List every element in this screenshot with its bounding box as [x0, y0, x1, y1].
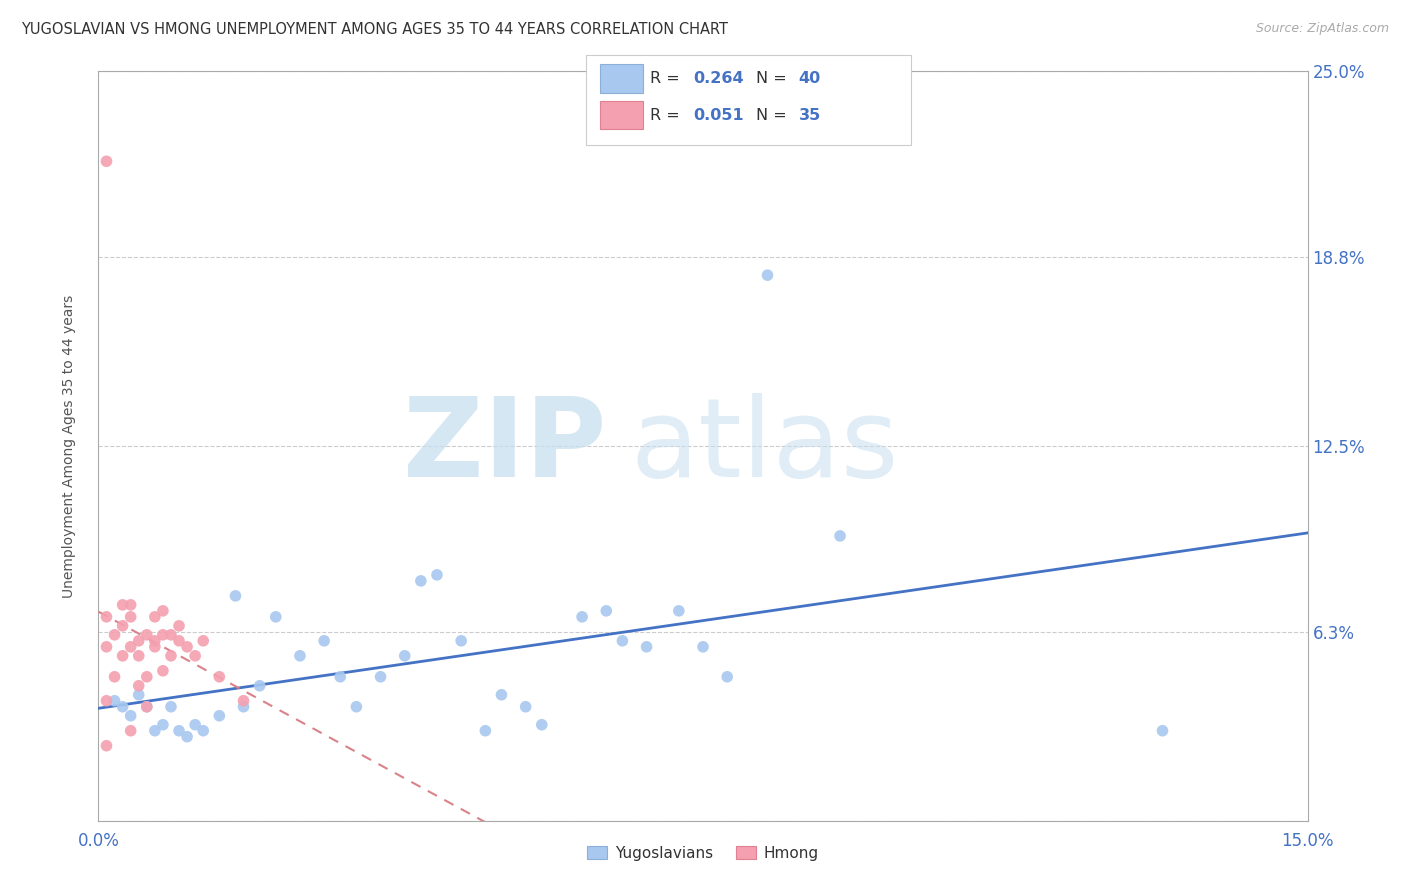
Text: 0.264: 0.264 — [693, 71, 744, 86]
Point — [152, 628, 174, 642]
Text: atlas: atlas — [630, 392, 898, 500]
Text: 35: 35 — [799, 108, 821, 122]
Point — [128, 648, 150, 663]
Point — [128, 688, 150, 702]
Point — [232, 699, 254, 714]
Point — [636, 640, 658, 654]
Point — [120, 610, 142, 624]
Point — [152, 604, 174, 618]
Point — [120, 598, 142, 612]
Text: ZIP: ZIP — [404, 392, 606, 500]
Text: R =: R = — [650, 71, 685, 86]
Point — [515, 699, 537, 714]
Point — [329, 670, 352, 684]
Point — [314, 633, 336, 648]
Point — [135, 699, 157, 714]
Point — [111, 619, 134, 633]
Point — [612, 633, 634, 648]
Point — [668, 604, 690, 618]
Point — [96, 739, 118, 753]
Text: N =: N = — [756, 71, 793, 86]
Point — [193, 723, 215, 738]
Text: 40: 40 — [799, 71, 821, 86]
Point — [184, 717, 207, 731]
Point — [450, 633, 472, 648]
Point — [409, 574, 432, 588]
Point — [828, 529, 851, 543]
Point — [160, 699, 183, 714]
Point — [143, 723, 166, 738]
Point — [135, 670, 157, 684]
Point — [344, 699, 367, 714]
Point — [96, 610, 118, 624]
Point — [193, 633, 215, 648]
Point — [143, 610, 166, 624]
Point — [288, 648, 311, 663]
Point — [1152, 723, 1174, 738]
Point — [474, 723, 496, 738]
Point — [96, 640, 118, 654]
Point — [103, 628, 125, 642]
Point — [692, 640, 714, 654]
Point — [249, 679, 271, 693]
Point — [370, 670, 392, 684]
Legend: Yugoslavians, Hmong: Yugoslavians, Hmong — [581, 839, 825, 867]
Point — [96, 694, 118, 708]
Text: YUGOSLAVIAN VS HMONG UNEMPLOYMENT AMONG AGES 35 TO 44 YEARS CORRELATION CHART: YUGOSLAVIAN VS HMONG UNEMPLOYMENT AMONG … — [21, 22, 728, 37]
Text: R =: R = — [650, 108, 685, 122]
Point — [128, 679, 150, 693]
Point — [143, 640, 166, 654]
Y-axis label: Unemployment Among Ages 35 to 44 years: Unemployment Among Ages 35 to 44 years — [62, 294, 76, 598]
Point — [167, 633, 190, 648]
Point — [135, 628, 157, 642]
Point — [530, 717, 553, 731]
Point — [152, 717, 174, 731]
Point — [176, 640, 198, 654]
Point — [120, 723, 142, 738]
Text: 0.051: 0.051 — [693, 108, 744, 122]
Point — [128, 633, 150, 648]
Point — [167, 619, 190, 633]
Point — [264, 610, 287, 624]
Point — [135, 699, 157, 714]
Point — [208, 708, 231, 723]
Point — [176, 730, 198, 744]
Point — [394, 648, 416, 663]
Point — [595, 604, 617, 618]
Point — [120, 708, 142, 723]
Point — [160, 648, 183, 663]
Point — [756, 268, 779, 282]
Point — [224, 589, 246, 603]
Point — [491, 688, 513, 702]
Point — [152, 664, 174, 678]
Point — [232, 694, 254, 708]
Text: Source: ZipAtlas.com: Source: ZipAtlas.com — [1256, 22, 1389, 36]
Point — [111, 598, 134, 612]
Point — [167, 723, 190, 738]
Point — [426, 567, 449, 582]
Point — [716, 670, 738, 684]
Point — [103, 694, 125, 708]
Point — [571, 610, 593, 624]
Point — [143, 633, 166, 648]
Point — [111, 648, 134, 663]
Point — [103, 670, 125, 684]
Point — [96, 154, 118, 169]
Point — [160, 628, 183, 642]
Point — [120, 640, 142, 654]
Point — [208, 670, 231, 684]
Text: N =: N = — [756, 108, 793, 122]
Point — [184, 648, 207, 663]
Point — [111, 699, 134, 714]
